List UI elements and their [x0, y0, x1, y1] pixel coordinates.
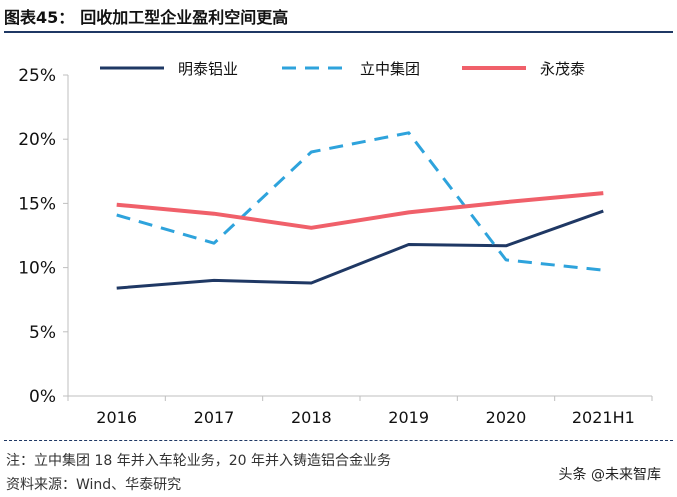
figure-label: 图表45： [4, 8, 75, 27]
y-tick-label: 20% [18, 130, 56, 150]
y-tick-label: 10% [18, 259, 56, 279]
legend-label: 明泰铝业 [178, 60, 238, 78]
title-divider [4, 31, 673, 33]
x-tick-label: 2018 [291, 408, 332, 427]
watermark: 头条 @未来智库 [554, 462, 665, 486]
chart-note: 注：立中集团 18 年并入车轮业务，20 年并入铸造铝合金业务 [6, 453, 391, 469]
x-tick-label: 2021H1 [572, 408, 635, 427]
legend-label: 永茂泰 [540, 60, 585, 78]
series-line-1 [116, 131, 604, 272]
y-tick-label: 5% [29, 323, 56, 343]
y-tick-label: 25% [18, 66, 56, 86]
figure-title-text: 回收加工型企业盈利空间更高 [80, 8, 289, 27]
line-chart: 0% 5% 10% 15% 20% 25% 2016 2017 2018 2019 2020 2021… [18, 60, 653, 427]
y-tick-label: 15% [18, 194, 56, 214]
footer-divider [4, 440, 673, 441]
chart-source: 资料来源：Wind、华泰研究 [6, 477, 182, 493]
x-tick-label: 2019 [388, 408, 429, 427]
x-tick-label: 2020 [486, 408, 527, 427]
figure-title: 图表45： 回收加工型企业盈利空间更高 [4, 4, 288, 28]
legend-label: 立中集团 [360, 60, 420, 78]
x-tick-label: 2016 [96, 408, 137, 427]
series-line-0 [116, 209, 604, 290]
series-line-2 [116, 191, 604, 230]
x-tick-label: 2017 [194, 408, 235, 427]
y-tick-label: 0% [29, 387, 56, 407]
